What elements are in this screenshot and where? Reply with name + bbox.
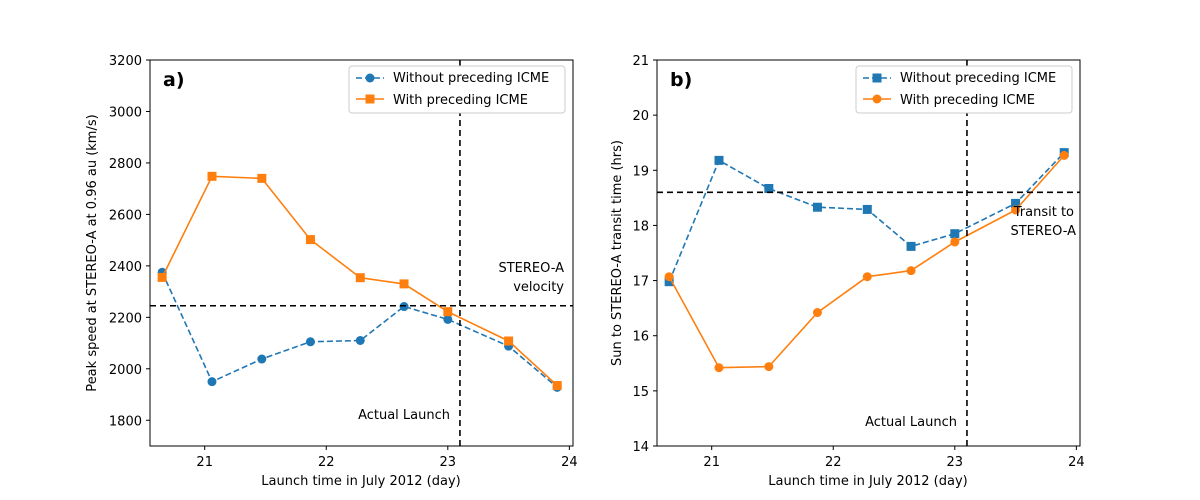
panel-b-vline-label: Actual Launch	[865, 415, 957, 430]
panel-a-ytick-label: 3000	[109, 105, 142, 120]
panel-b-ytick-label: 15	[632, 385, 649, 400]
panel-b-series-1-point	[764, 362, 774, 372]
panel-a: 21 22 23 24 1800 2000 2200 2400 2600 2800 3000 3200…	[85, 54, 578, 489]
panel-a-axes-frame	[149, 59, 574, 447]
panel-a-series-1-point	[552, 381, 562, 391]
panel-a-series-0-point	[207, 377, 217, 387]
panel-b-ytick-label: 14	[632, 440, 649, 455]
panel-a-series-1-point	[399, 279, 409, 289]
panel-a-series-1-point	[157, 272, 167, 282]
panel-b-series-0-point	[950, 229, 960, 239]
panel-a-legend-entry-without: Without preceding ICME	[356, 71, 549, 86]
panel-b-series-0-point	[764, 183, 774, 193]
panel-a-series-0-point	[355, 335, 365, 345]
panel-a-ytick-label: 2000	[109, 363, 142, 378]
panel-b-legend-entry-with: With preceding ICME	[863, 93, 1035, 108]
panel-a-legend: Without preceding ICME With preceding IC…	[348, 65, 566, 114]
panel-a-label: a)	[163, 69, 185, 91]
panel-b-series-1-point	[812, 308, 822, 318]
panel-b-legend-marker-with	[872, 94, 882, 104]
panel-a-vline-label: Actual Launch	[358, 408, 450, 423]
panel-a-ytick-label: 2800	[109, 157, 142, 172]
panel-a-series-1-point	[207, 171, 217, 181]
panel-a-legend-marker-without	[365, 73, 375, 83]
panel-a-ytick-label: 2400	[109, 260, 142, 275]
panel-a-ytick-label: 1800	[109, 414, 142, 429]
panel-b-xtick-label: 22	[825, 455, 842, 470]
panel-b-legend-entry-without: Without preceding ICME	[863, 71, 1056, 86]
panel-b-plot: 21 22 23 24 14 15 16 17 18 19 20 21	[632, 54, 1084, 470]
panel-a-series-0-point	[305, 337, 315, 347]
panel-b-ytick-label: 19	[632, 164, 649, 179]
panel-b-xlabel: Launch time in July 2012 (day)	[768, 474, 967, 489]
panel-b-label: b)	[670, 69, 692, 91]
panel-a-series-line-0	[161, 271, 558, 388]
panel-b-series-1-point	[1011, 205, 1021, 215]
panel-b-series-1-point	[714, 363, 724, 373]
panel-a-series-1-point	[504, 336, 514, 346]
panel-a-hline-label-line1: STEREO-A	[498, 261, 564, 276]
panel-a-ylabel: Peak speed at STEREO-A at 0.96 au (km/s)	[85, 114, 100, 391]
panel-b-series-0-point	[812, 202, 822, 212]
panel-b-xtick-label: 23	[947, 455, 964, 470]
panel-a-legend-label-with: With preceding ICME	[393, 93, 528, 108]
panel-b-legend-box	[855, 65, 1073, 114]
panel-b: 21 22 23 24 14 15 16 17 18 19 20 21 b) Launch time …	[610, 54, 1085, 489]
panel-a-ytick-label: 3200	[109, 54, 142, 69]
panel-b-ytick-label: 16	[632, 330, 649, 345]
panel-b-series-0-point	[664, 277, 674, 287]
panel-b-hline-label-line2: STEREO-A	[1010, 224, 1076, 239]
panel-b-legend-label-with: With preceding ICME	[900, 93, 1035, 108]
panel-b-legend-label-without: Without preceding ICME	[900, 71, 1056, 86]
panel-b-ytick-label: 21	[632, 54, 649, 69]
panel-a-ytick-label: 2600	[109, 208, 142, 223]
panel-b-series-1-point	[664, 272, 674, 282]
panel-b-series-1-point	[1059, 150, 1069, 160]
panel-b-ytick-label: 20	[632, 109, 649, 124]
panel-a-legend-marker-with	[365, 94, 375, 104]
panel-b-series-1-point	[906, 266, 916, 276]
panel-b-xtick-label: 24	[1068, 455, 1085, 470]
panel-a-xtick-label: 23	[440, 455, 457, 470]
panel-b-hline-label-line1: Transit to	[1013, 205, 1074, 220]
panel-a-xtick-label: 24	[561, 455, 578, 470]
panel-b-series-1-point	[950, 237, 960, 247]
panel-a-series-1-point	[443, 307, 453, 317]
panel-b-xtick-label: 21	[703, 455, 720, 470]
panel-b-series-0-point	[714, 155, 724, 165]
panel-a-ytick-label: 2200	[109, 311, 142, 326]
panel-a-plot: 21 22 23 24 1800 2000 2200 2400 2600 2800 3000 3200	[109, 54, 578, 470]
panel-a-xtick-label: 22	[318, 455, 335, 470]
panel-a-series-1-point	[257, 173, 267, 183]
panel-a-xlabel: Launch time in July 2012 (day)	[261, 474, 460, 489]
panel-a-hline-label-line2: velocity	[513, 280, 564, 295]
panel-a-series-1-point	[305, 235, 315, 245]
panel-b-ylabel: Sun to STEREO-A transit time (hrs)	[610, 140, 625, 366]
panel-b-series-1-point	[862, 272, 872, 282]
panel-b-series-0-point	[1011, 198, 1021, 208]
panel-a-series-0-point	[443, 314, 453, 324]
panel-b-ytick-label: 18	[632, 219, 649, 234]
panel-a-legend-entry-with: With preceding ICME	[356, 93, 528, 108]
panel-b-legend: Without preceding ICME With preceding IC…	[855, 65, 1073, 114]
panel-a-series-1-point	[355, 273, 365, 283]
panel-a-legend-label-without: Without preceding ICME	[393, 71, 549, 86]
panel-a-legend-box	[348, 65, 566, 114]
panel-a-xtick-label: 21	[196, 455, 213, 470]
panel-b-series-0-point	[862, 204, 872, 214]
panel-b-legend-marker-without	[872, 73, 882, 83]
panel-b-series-0-point	[906, 241, 916, 251]
panel-a-series-0-point	[257, 354, 267, 364]
panel-b-axes-frame	[656, 59, 1081, 447]
panel-b-ytick-label: 17	[632, 275, 649, 290]
